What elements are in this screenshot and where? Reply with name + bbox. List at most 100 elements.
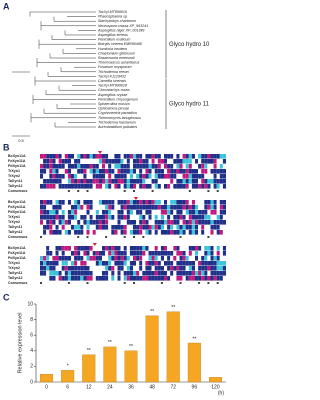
residue: [86, 271, 90, 276]
residue: [219, 230, 223, 235]
residue: [92, 246, 96, 251]
residue: [40, 266, 44, 271]
residue: [167, 159, 171, 164]
conserved-mark: [198, 282, 201, 284]
residue: [40, 179, 44, 184]
residue: [89, 225, 93, 230]
residue: [195, 246, 199, 251]
residue: [105, 179, 109, 184]
residue: [43, 210, 47, 215]
sequence-name: PdXyn11A: [8, 210, 26, 214]
residue: [83, 205, 87, 210]
residue: [164, 205, 168, 210]
residue: [111, 154, 115, 159]
residue: [89, 210, 93, 215]
residue: [46, 200, 50, 205]
residue: [160, 261, 164, 266]
residue: [105, 200, 109, 205]
residue: [52, 200, 56, 205]
residue: [129, 251, 133, 256]
residue: [92, 174, 96, 179]
residue: [89, 271, 93, 276]
residue: [136, 256, 140, 261]
residue: [216, 256, 220, 261]
residue: [111, 164, 115, 169]
residue: [164, 164, 168, 169]
residue: [111, 261, 115, 266]
residue: [80, 200, 84, 205]
residue: [123, 261, 127, 266]
residue: [142, 179, 146, 184]
residue: [222, 164, 226, 169]
x-tick-label: 96: [192, 384, 198, 390]
residue: [151, 261, 155, 266]
residue: [58, 179, 62, 184]
residue: [61, 256, 65, 261]
residue: [164, 159, 168, 164]
residue: [98, 169, 102, 174]
motif-marker: [133, 197, 138, 200]
residue: [213, 184, 217, 189]
residue: [40, 210, 44, 215]
residue: [210, 159, 214, 164]
panel-label: A: [3, 1, 10, 11]
residue: [188, 266, 192, 271]
residue: [173, 215, 177, 220]
residue: [216, 230, 220, 235]
sequence-name: FoXyn11A: [8, 159, 26, 163]
residue: [49, 271, 53, 276]
x-tick-label: 72: [170, 384, 176, 390]
residue: [43, 179, 47, 184]
residue: [151, 169, 155, 174]
residue: [126, 230, 130, 235]
residue: [111, 159, 115, 164]
residue: [148, 251, 152, 256]
residue: [105, 184, 109, 189]
residue: [157, 174, 161, 179]
residue: [198, 246, 202, 251]
residue: [102, 225, 106, 230]
residue: [108, 169, 112, 174]
residue: [95, 220, 99, 225]
residue: [170, 184, 174, 189]
residue: [173, 261, 177, 266]
residue: [43, 246, 47, 251]
residue: [139, 266, 143, 271]
residue: [207, 256, 211, 261]
residue: [74, 200, 78, 205]
residue: [105, 251, 109, 256]
residue: [117, 256, 121, 261]
residue: [219, 256, 223, 261]
residue: [222, 246, 226, 251]
residue: [148, 179, 152, 184]
residue: [185, 164, 189, 169]
residue: [195, 266, 199, 271]
residue: [191, 261, 195, 266]
leaf-label: Fusarium oxysporum: [98, 65, 132, 69]
residue: [213, 261, 217, 266]
residue: [61, 169, 65, 174]
residue: [67, 246, 71, 251]
residue: [105, 256, 109, 261]
residue: [55, 271, 59, 276]
residue: [213, 266, 217, 271]
residue: [71, 154, 75, 159]
motif-marker: [92, 243, 97, 246]
residue: [191, 215, 195, 220]
residue: [151, 154, 155, 159]
residue: [173, 174, 177, 179]
residue: [170, 179, 174, 184]
residue: [136, 154, 140, 159]
residue: [64, 164, 68, 169]
residue: [114, 215, 118, 220]
residue: [74, 174, 78, 179]
residue: [89, 215, 93, 220]
residue: [191, 174, 195, 179]
residue: [164, 251, 168, 256]
y-tick-label: 4: [30, 348, 33, 354]
residue: [120, 261, 124, 266]
residue: [148, 154, 152, 159]
residue: [61, 261, 65, 266]
residue: [49, 154, 53, 159]
residue: [129, 256, 133, 261]
